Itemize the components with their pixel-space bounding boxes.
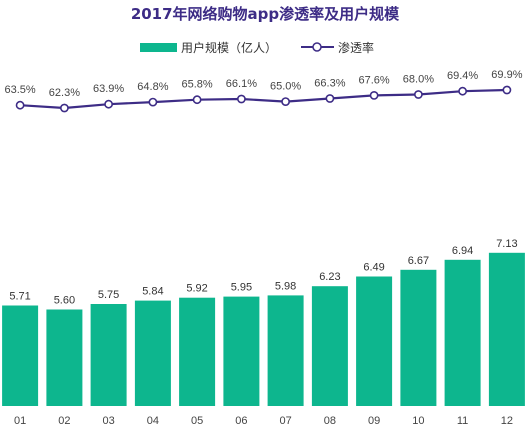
rate-value-label: 68.0% [403,74,434,86]
legend-label-line: 渗透率 [338,40,374,55]
rate-value-label: 65.0% [270,81,301,93]
x-tick-label: 07 [279,415,291,427]
bar-value-label: 5.60 [54,295,75,307]
rate-value-label: 65.8% [181,79,212,91]
x-tick-label: 10 [412,415,424,427]
bar-value-label: 5.92 [186,283,207,295]
x-tick-label: 03 [102,415,114,427]
rate-point-06 [236,94,246,104]
bar-03 [90,304,127,406]
legend-swatch-bars [140,43,177,52]
bar-value-label: 5.75 [98,289,119,301]
rate-point-10 [413,90,423,99]
bar-02 [46,309,83,406]
bar-07 [267,295,304,406]
rate-value-label: 69.9% [491,69,522,81]
rate-point-09 [369,91,379,100]
bar-value-label: 7.13 [496,238,517,250]
bar-value-label: 6.23 [319,271,340,283]
rate-point-12 [502,85,512,95]
legend: 用户规模（亿人） 渗透率 [140,40,374,55]
bar-01 [2,305,39,406]
rate-value-label: 69.4% [447,70,478,82]
bar-value-label: 5.71 [9,291,30,303]
rate-value-label: 63.5% [4,84,35,96]
bar-08 [311,286,348,406]
rate-point-07 [281,97,290,106]
rate-line [20,88,507,110]
x-tick-label: 12 [501,415,513,427]
rate-value-label: 67.6% [358,74,389,86]
bar-11 [444,259,481,406]
rate-value-label: 66.1% [226,78,257,90]
x-tick-label: 05 [191,415,203,427]
rate-point-11 [458,86,467,96]
x-tick-label: 08 [324,415,336,427]
legend-swatch-marker [312,42,322,52]
rate-value-label: 64.8% [137,81,168,93]
rate-point-04 [148,97,158,107]
x-axis: 01 02 03 04 05 06 07 08 09 10 11 12 [14,415,513,427]
bar-06 [223,296,260,406]
chart-title: 2017年网络购物app渗透率及用户规模 [131,5,400,23]
bar-value-label: 5.84 [142,286,163,298]
bar-value-label: 6.67 [408,255,429,267]
x-tick-label: 09 [368,415,380,427]
x-tick-label: 06 [235,415,247,427]
bar-04 [134,300,171,406]
rate-line-layer [15,85,512,113]
rate-point-05 [192,95,202,105]
bars-layer [2,252,525,406]
bar-value-label: 6.94 [452,245,473,257]
x-tick-label: 04 [147,415,159,427]
rate-point-08 [325,94,335,103]
x-tick-label: 02 [58,415,70,427]
labels-layer: 5.71 5.60 5.75 5.84 5.92 5.95 5.98 6.23 6.49 6.67… [4,69,522,307]
bar-10 [400,269,437,406]
bar-05 [179,297,216,406]
bar-value-label: 6.49 [363,262,384,274]
rate-value-label: 62.3% [49,87,80,99]
x-tick-label: 11 [457,415,468,427]
rate-value-label: 63.9% [93,83,124,95]
x-tick-label: 01 [14,415,26,427]
bar-value-label: 5.95 [231,282,252,294]
rate-value-label: 66.3% [314,78,345,90]
legend-label-bars: 用户规模（亿人） [181,40,277,55]
bar-12 [488,252,525,406]
bar-09 [356,276,393,406]
rate-point-01 [15,100,25,110]
bar-value-label: 5.98 [275,280,296,292]
rate-point-03 [104,99,113,109]
rate-point-02 [60,103,69,113]
